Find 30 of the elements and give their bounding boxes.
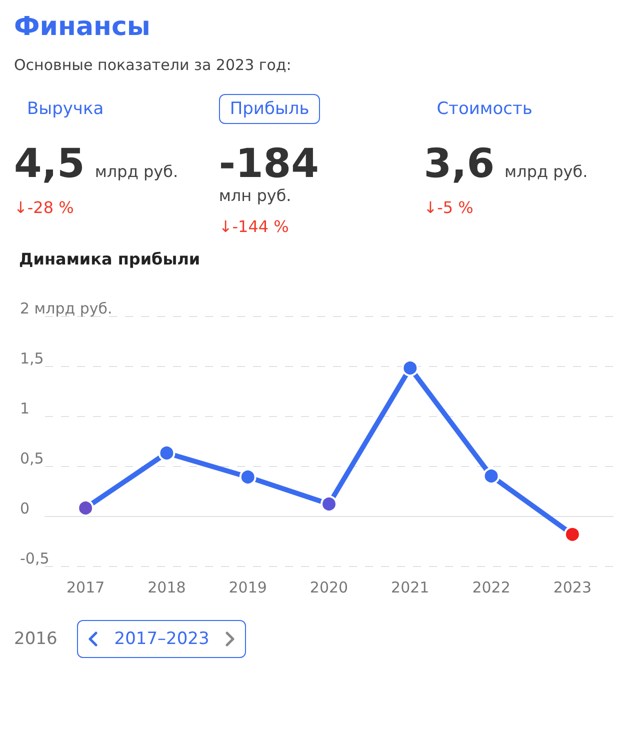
text: млрд руб. (94, 162, 178, 181)
x-tick-label: 2018 (148, 578, 186, 596)
text: млн руб. (218, 186, 292, 205)
chart-title: Динамика прибыли (19, 250, 200, 268)
y-tick-label: 1,5 (20, 350, 44, 368)
text: Основные показатели за 2023 год: (14, 56, 292, 74)
x-tick-label: 2021 (391, 578, 430, 596)
text: млрд руб. (504, 162, 588, 181)
y-tick-label: 0,5 (20, 450, 44, 468)
text: 2017–2023 (114, 629, 210, 649)
text: Финансы (14, 12, 152, 42)
y-tick-label: 2 млрд руб. (20, 300, 112, 318)
text: 3,6 (424, 141, 495, 187)
text: -184 (218, 141, 319, 187)
text: ↓-5 % (424, 198, 474, 217)
x-tick-label: 2017 (66, 578, 105, 596)
x-tick-label: 2020 (310, 578, 348, 596)
x-tick-label: 2022 (472, 578, 510, 596)
text: Стоимость (436, 98, 534, 121)
x-tick-label: 2023 (553, 578, 592, 596)
y-tick-label: 0 (20, 500, 30, 518)
text: ↓-144 % (218, 217, 289, 236)
y-tick-label: 1 (20, 400, 30, 418)
text: ↓-28 % (14, 198, 74, 217)
text: Выручка (26, 98, 105, 121)
y-tick-label: -0,5 (20, 550, 50, 568)
text: Прибыль (218, 94, 320, 124)
x-tick-label: 2019 (228, 578, 267, 596)
text: 2016 (14, 629, 58, 649)
text: 4,5 (14, 141, 85, 187)
